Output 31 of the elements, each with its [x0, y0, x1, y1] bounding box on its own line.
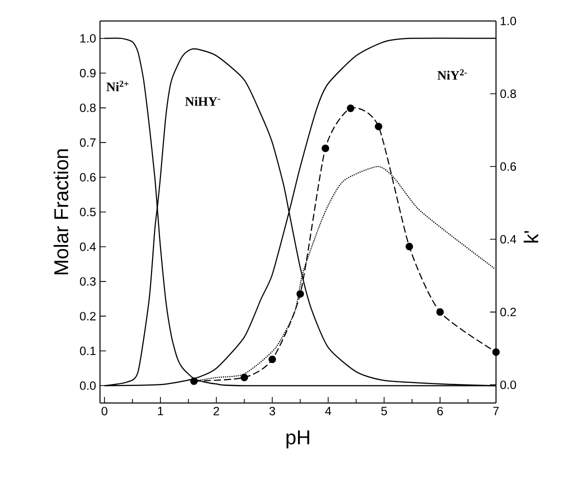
- x-tick-label: 2: [214, 406, 220, 416]
- y2-tick-label: 1.0: [500, 16, 516, 26]
- y2-tick-label: 0.2: [500, 308, 516, 316]
- x-tick-label: 7: [493, 406, 499, 416]
- x-tick-label: 5: [381, 406, 387, 416]
- x-tick-label: 6: [437, 406, 443, 416]
- y2-tick-label: 0.8: [500, 90, 516, 98]
- y2-axis-title: k': [524, 231, 538, 243]
- y-tick-label: 0.3: [80, 277, 96, 286]
- y-tick-label: 0.7: [80, 138, 96, 147]
- y2-tick-label: 0.6: [500, 162, 516, 171]
- y-tick-label: 0.2: [80, 312, 96, 320]
- y-tick-label: 0.1: [80, 346, 96, 356]
- x-tick-label: 0: [102, 406, 108, 416]
- y-tick-label: 0.4: [80, 242, 96, 251]
- x-tick-label: 1: [158, 406, 164, 416]
- y2-tick-label: 0.4: [500, 235, 516, 244]
- y-tick-label: 1.0: [80, 34, 96, 43]
- y-tick-label: 0.9: [80, 68, 96, 78]
- annotation: NiY$^{2-}$: [437, 69, 467, 80]
- y-tick-label: 0.5: [80, 208, 96, 216]
- y2-tick-label: 0.0: [500, 380, 516, 390]
- annotation: Ni$^{2+}$: [106, 80, 128, 92]
- x-tick-label: 4: [325, 406, 332, 416]
- y-tick-label: 0.0: [80, 381, 96, 390]
- y-axis-title: Molar Fraction: [54, 149, 68, 274]
- annotation: NiHY$^{-}$: [185, 96, 220, 106]
- y-tick-label: 0.8: [80, 104, 96, 112]
- x-axis-title: pH: [286, 430, 310, 448]
- y-tick-label: 0.6: [80, 173, 96, 182]
- x-tick-label: 3: [269, 406, 276, 416]
